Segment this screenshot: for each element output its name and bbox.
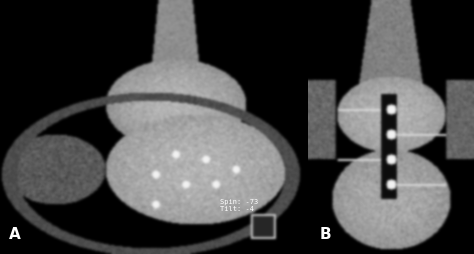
Text: A: A (9, 226, 21, 241)
Text: Spin: -73
Tilt: -4: Spin: -73 Tilt: -4 (220, 198, 258, 211)
Text: B: B (319, 226, 331, 241)
